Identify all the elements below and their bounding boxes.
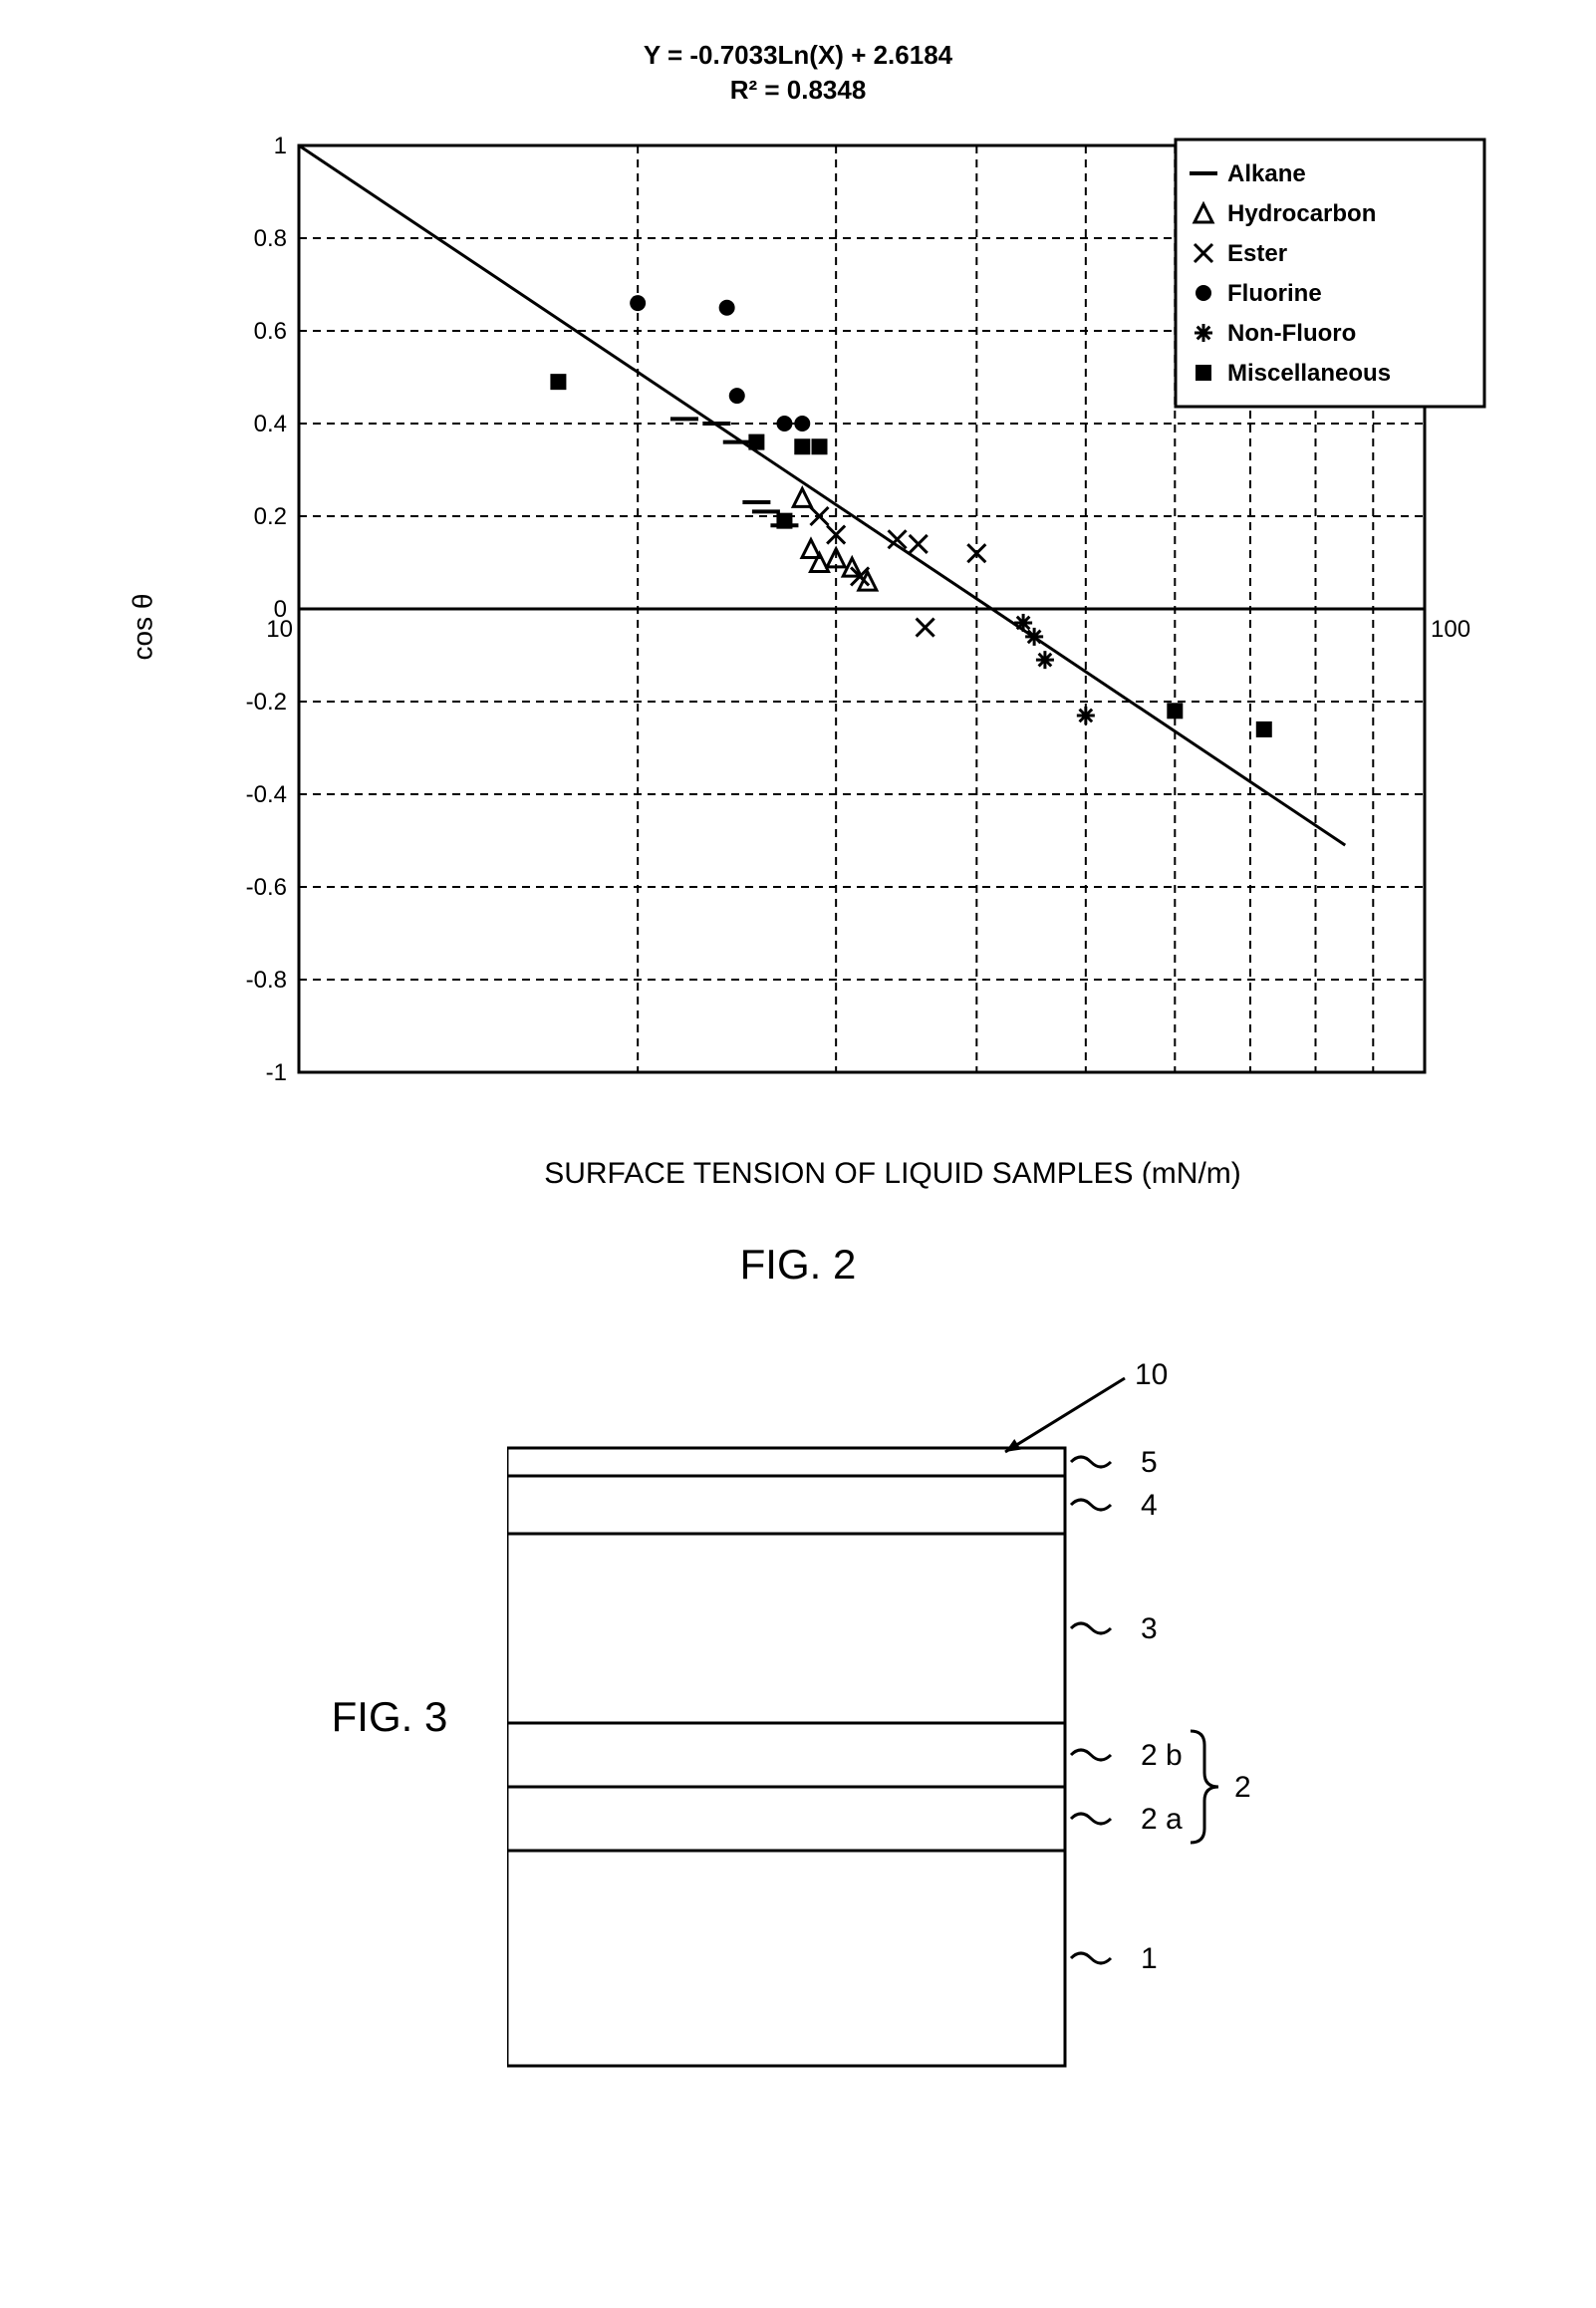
fig3-container: FIG. 3 5 4 3 2 b 2 a 1 2 10: [40, 1358, 1556, 2076]
svg-text:-0.2: -0.2: [246, 689, 287, 716]
svg-text:0.4: 0.4: [254, 411, 287, 437]
svg-text:2: 2: [1234, 1771, 1251, 1804]
svg-text:Miscellaneous: Miscellaneous: [1227, 360, 1391, 387]
svg-text:1: 1: [1141, 1942, 1158, 1975]
x-axis-label: SURFACE TENSION OF LIQUID SAMPLES (mN/m): [229, 1157, 1556, 1191]
y-axis-label: cos θ: [127, 593, 158, 660]
svg-text:-1: -1: [266, 1059, 287, 1086]
svg-text:Non-Fluoro: Non-Fluoro: [1227, 320, 1356, 347]
svg-text:Fluorine: Fluorine: [1227, 280, 1322, 307]
fig3-caption: FIG. 3: [332, 1693, 448, 1741]
svg-text:Ester: Ester: [1227, 240, 1287, 267]
chart-container: cos θ 10.80.60.40.20-0.2-0.4-0.6-0.8-110…: [229, 126, 1556, 1127]
svg-text:Hydrocarbon: Hydrocarbon: [1227, 200, 1376, 227]
svg-text:5: 5: [1141, 1446, 1158, 1479]
fig2-caption: FIG. 2: [40, 1241, 1556, 1289]
r2-text: R² = 0.8348: [40, 75, 1556, 106]
svg-text:-0.6: -0.6: [246, 874, 287, 901]
svg-text:Alkane: Alkane: [1227, 160, 1306, 187]
svg-text:10: 10: [1135, 1358, 1168, 1391]
scatter-chart: 10.80.60.40.20-0.2-0.4-0.6-0.8-110100Alk…: [229, 126, 1494, 1122]
svg-text:10: 10: [266, 616, 293, 643]
svg-text:3: 3: [1141, 1612, 1158, 1645]
svg-text:4: 4: [1141, 1489, 1158, 1522]
svg-text:2 b: 2 b: [1141, 1739, 1183, 1772]
equation-text: Y = -0.7033Ln(X) + 2.6184: [40, 40, 1556, 71]
svg-text:-0.4: -0.4: [246, 781, 287, 808]
layer-diagram: 5 4 3 2 b 2 a 1 2 10: [507, 1358, 1264, 2076]
svg-text:0.2: 0.2: [254, 503, 287, 530]
svg-text:2 a: 2 a: [1141, 1803, 1183, 1836]
svg-text:0.6: 0.6: [254, 318, 287, 345]
svg-text:0.8: 0.8: [254, 225, 287, 252]
svg-text:100: 100: [1431, 616, 1470, 643]
svg-text:1: 1: [274, 133, 287, 159]
svg-text:-0.8: -0.8: [246, 967, 287, 994]
